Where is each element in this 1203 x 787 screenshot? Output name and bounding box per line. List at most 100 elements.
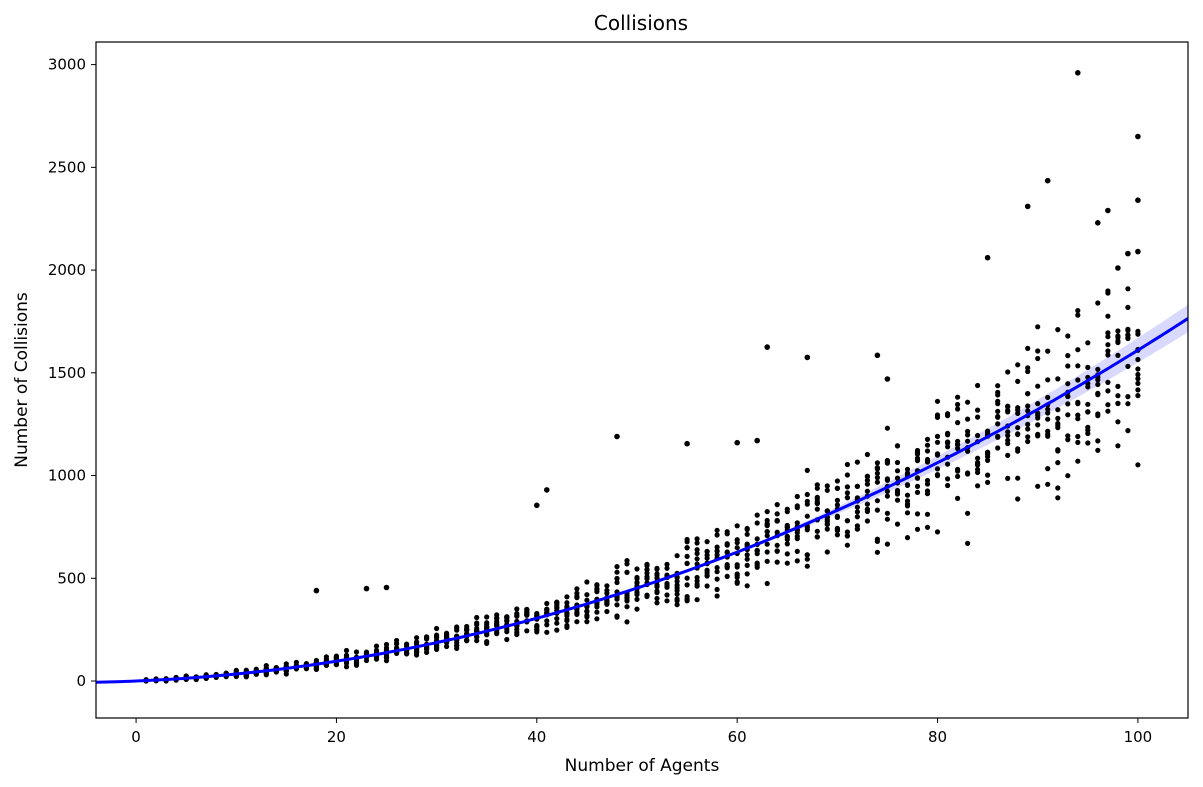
x-tick-label: 40: [527, 728, 546, 746]
scatter-point: [1025, 345, 1031, 351]
scatter-point: [654, 572, 660, 579]
scatter-point: [1105, 290, 1111, 296]
scatter-point: [1055, 422, 1061, 428]
scatter-point: [965, 438, 971, 444]
scatter-point: [604, 600, 610, 607]
scatter-point: [524, 628, 530, 634]
scatter-point: [1075, 458, 1081, 464]
scatter-point: [484, 620, 490, 626]
scatter-point: [924, 524, 931, 530]
scatter-point: [894, 459, 901, 466]
scatter-point: [1105, 313, 1111, 319]
scatter-point: [844, 472, 851, 478]
scatter-point: [965, 471, 971, 477]
scatter-point: [524, 606, 530, 613]
scatter-point: [564, 618, 570, 624]
scatter-point: [874, 507, 881, 513]
scatter-point: [824, 483, 830, 489]
scatter-point: [904, 466, 911, 472]
scatter-point: [995, 421, 1001, 427]
scatter-point: [1075, 377, 1081, 383]
scatter-point-outlier: [1135, 197, 1141, 203]
scatter-point: [774, 511, 780, 517]
scatter-point: [1035, 431, 1041, 437]
scatter-point: [714, 527, 720, 533]
scatter-point: [514, 606, 520, 612]
scatter-point: [804, 552, 810, 558]
scatter-point: [664, 565, 670, 571]
scatter-point: [995, 434, 1001, 440]
scatter-point: [784, 534, 790, 540]
scatter-point: [454, 640, 460, 646]
scatter-point: [1025, 438, 1031, 445]
scatter-point: [1025, 421, 1031, 427]
scatter-point: [844, 461, 851, 468]
scatter-point: [1065, 437, 1071, 443]
scatter-point: [764, 517, 770, 524]
scatter-point: [604, 590, 610, 596]
scatter-point: [694, 583, 700, 589]
x-tick-label: 0: [131, 728, 141, 746]
scatter-point: [474, 620, 480, 626]
scatter-point: [1015, 431, 1021, 438]
scatter-point: [1085, 427, 1091, 433]
scatter-point: [554, 627, 560, 633]
scatter-point: [1005, 475, 1011, 481]
scatter-point: [704, 583, 710, 589]
scatter-point: [955, 473, 961, 479]
scatter-point: [1015, 448, 1021, 454]
scatter-point: [975, 382, 981, 389]
scatter-point: [814, 500, 820, 507]
scatter-point: [975, 483, 981, 489]
scatter-point: [1065, 381, 1071, 387]
scatter-point: [504, 618, 510, 624]
scatter-point: [1095, 390, 1101, 396]
scatter-point-outlier: [754, 437, 760, 444]
scatter-point: [764, 533, 770, 539]
scatter-point: [1105, 342, 1111, 348]
scatter-point: [864, 508, 871, 515]
scatter-point: [874, 479, 881, 485]
scatter-point: [754, 548, 760, 554]
scatter-point: [804, 501, 810, 507]
scatter-point: [965, 510, 971, 516]
scatter-point: [714, 593, 720, 599]
scatter-point: [1065, 401, 1071, 407]
scatter-point: [854, 459, 861, 465]
scatter-point: [844, 533, 851, 539]
scatter-point: [904, 535, 911, 541]
scatter-point: [343, 660, 350, 666]
scatter-point: [1005, 452, 1011, 458]
scatter-point: [995, 413, 1001, 420]
scatter-point: [564, 622, 570, 629]
scatter-point: [874, 460, 881, 466]
scatter-point: [874, 475, 881, 481]
scatter-point: [1055, 495, 1061, 501]
scatter-point: [734, 545, 740, 551]
scatter-point: [1075, 363, 1081, 369]
scatter-point: [965, 448, 971, 454]
scatter-point: [554, 616, 560, 622]
scatter-point: [744, 556, 750, 562]
scatter-point: [584, 597, 590, 603]
scatter-point: [584, 619, 590, 625]
scatter-point: [955, 401, 961, 408]
scatter-point: [764, 558, 770, 564]
scatter-point: [544, 622, 550, 628]
scatter-point: [233, 667, 239, 673]
scatter-point: [924, 511, 931, 517]
scatter-point: [965, 399, 971, 405]
scatter-point: [1075, 347, 1081, 353]
scatter-point: [874, 549, 881, 555]
scatter-point: [894, 468, 901, 474]
scatter-point: [924, 436, 931, 442]
scatter-point-outlier: [1135, 133, 1141, 140]
scatter-point: [874, 470, 881, 476]
scatter-point: [824, 508, 830, 514]
scatter-point: [434, 645, 440, 651]
scatter-point: [614, 602, 620, 608]
scatter-point: [1045, 394, 1051, 400]
scatter-point: [1065, 333, 1071, 339]
scatter-point: [884, 510, 891, 516]
scatter-point: [1055, 407, 1061, 413]
